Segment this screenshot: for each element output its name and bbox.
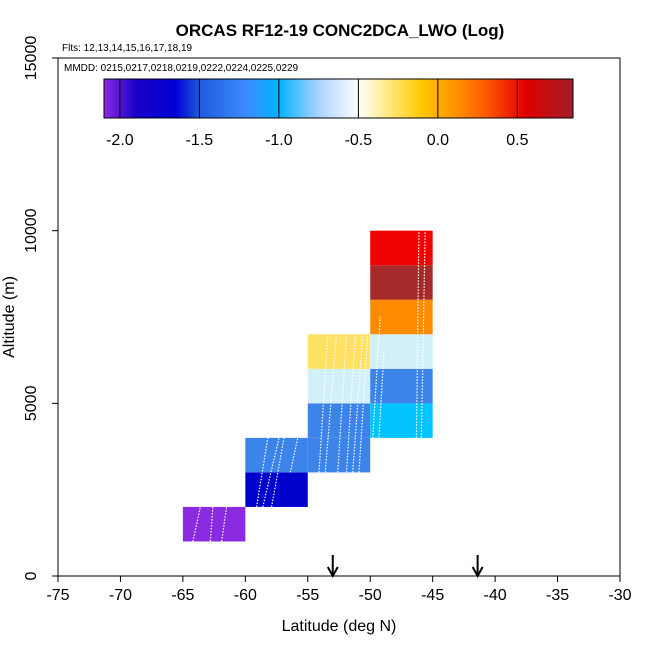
colorbar: -2.0 -1.5 -1.0 -0.5 0.0 0.5 (103, 78, 574, 149)
x-axis-label: Latitude (deg N) (282, 618, 397, 635)
x-tick-label: -30 (608, 587, 631, 604)
dates-note: MMDD: 0215,0217,0218,0219,0222,0224,0225… (64, 63, 299, 74)
heat-cell (370, 265, 433, 300)
colorbar-tick-label: 0.0 (427, 132, 449, 149)
heat-cell (307, 437, 371, 473)
markers-layer (326, 555, 484, 579)
x-tick-label: -40 (484, 587, 507, 604)
colorbar-tick-label: -0.5 (345, 132, 373, 149)
flight-track (372, 316, 381, 438)
flight-track (270, 437, 285, 508)
heat-cell (182, 506, 246, 542)
colorbar-tick-label: -1.5 (186, 132, 214, 149)
y-tick-label: 10000 (23, 208, 40, 253)
heat-cell (370, 368, 433, 404)
heat-cell (307, 368, 371, 404)
flight-track (255, 437, 269, 508)
x-tick-label: -60 (234, 587, 257, 604)
x-tick-label: -70 (109, 587, 132, 604)
heat-cell (370, 230, 433, 266)
axes: -75 -70 -65 -60 -55 -50 -45 -40 -35 -30 0 5000 10000… (23, 36, 632, 604)
heat-cell (307, 403, 371, 438)
colorbar-tick-label: 0.5 (506, 132, 528, 149)
heat-cell (370, 334, 433, 369)
plot-frame (57, 57, 621, 577)
heat-cell (370, 403, 433, 438)
y-tick-label: 0 (23, 571, 40, 580)
y-tick-label: 5000 (23, 385, 40, 421)
flight-track (345, 334, 356, 473)
flight-track (378, 351, 385, 438)
colorbar-gradient (103, 78, 574, 119)
x-tick-label: -50 (359, 587, 382, 604)
flight-track (358, 334, 369, 473)
cells-layer (182, 230, 433, 542)
chart-title: ORCAS RF12-19 CONC2DCA_LWO (Log) (176, 21, 505, 40)
flight-track (337, 334, 348, 473)
flight-track (324, 334, 338, 473)
heat-cell (370, 299, 433, 335)
x-tick-label: -35 (546, 587, 569, 604)
colorbar-tick-label: -2.0 (106, 132, 134, 149)
heat-cell (245, 437, 308, 473)
x-tick-label: -45 (421, 587, 444, 604)
x-tick-label: -75 (46, 587, 69, 604)
heat-cell (245, 472, 308, 507)
colorbar-tick-label: -1.0 (265, 132, 293, 149)
y-axis-label: Altitude (m) (1, 276, 18, 358)
flights-note: Flts: 12,13,14,15,16,17,18,19 (62, 43, 193, 54)
heat-cell (307, 334, 371, 369)
flight-track (352, 334, 364, 473)
y-tick-label: 15000 (23, 36, 40, 81)
x-tick-label: -55 (296, 587, 319, 604)
x-tick-label: -65 (171, 587, 194, 604)
flight-track (318, 334, 329, 473)
